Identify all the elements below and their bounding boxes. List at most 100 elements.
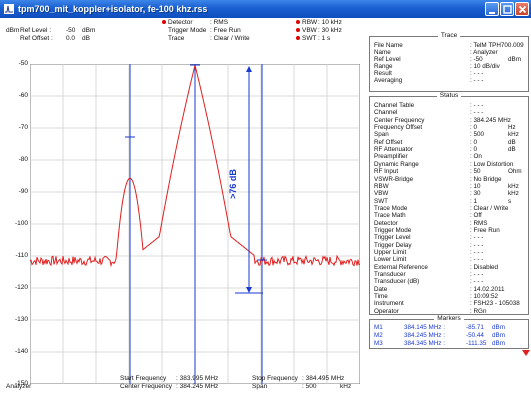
info-key: Transducer (dB)	[374, 278, 420, 286]
info-key: Date	[374, 285, 388, 293]
info-value: : 0	[470, 138, 478, 146]
info-value: : - - -	[470, 234, 484, 242]
dynamic-range-annotation: >76 dB	[228, 66, 263, 294]
info-key: Frequency Offset	[374, 124, 423, 132]
status-info-row: Trace Mode: Clear / Write	[374, 205, 526, 212]
swt-row: SWT	[296, 35, 316, 43]
minimize-icon[interactable]	[485, 2, 499, 16]
vbw-indicator-icon	[296, 28, 300, 32]
info-key: Result	[374, 70, 392, 77]
trace-info-row: Averaging: - - -	[374, 77, 526, 84]
vbw-value: : 30 kHz	[318, 27, 342, 34]
detector-indicator-icon	[162, 20, 166, 24]
marker-frequency: 384.245 MHz :	[404, 332, 445, 339]
info-key: Dynamic Range	[374, 160, 419, 168]
info-unit: dB	[508, 138, 516, 146]
status-info-row: Time: 10:09:52	[374, 293, 526, 300]
vbw-row: VBW	[296, 27, 317, 35]
info-key: Name	[374, 49, 391, 56]
y-tick-label: -150	[14, 380, 28, 387]
status-info-row: Trigger Level : - - -	[374, 234, 526, 241]
info-value: : RGn	[470, 307, 487, 315]
status-info-row: Trace Math: Off	[374, 212, 526, 219]
trace-info-row: Result: - - -	[374, 70, 526, 77]
info-value: : 10	[470, 182, 481, 190]
info-value: : 50	[470, 168, 481, 176]
status-info-row: Dynamic Range: Low Distortion	[374, 161, 526, 168]
mode-label: Analyzer	[6, 383, 32, 390]
swt-value: : 1 s	[318, 35, 331, 42]
info-unit: Hz	[508, 124, 516, 132]
info-key: Lower Limit	[374, 256, 407, 264]
y-tick-label: -110	[15, 252, 28, 259]
info-value: : - - -	[470, 271, 484, 279]
info-key: Transducer	[374, 271, 406, 279]
info-value: : 500	[470, 131, 485, 139]
spectrum-plot[interactable]: M1 M2 M3 >76 dB	[30, 64, 360, 384]
unit-label: dBm	[6, 27, 20, 34]
spectrum-icon	[4, 4, 14, 14]
info-key: Trigger Delay	[374, 241, 412, 249]
marker-lines	[129, 64, 263, 384]
swt-label: SWT	[302, 35, 317, 42]
scroll-down-icon[interactable]	[522, 350, 530, 356]
ref-level: Ref Level :	[20, 27, 51, 35]
y-tick-label: -60	[18, 92, 28, 99]
marker-row[interactable]: M3 384.345 MHz : -111.35 dBm	[370, 340, 530, 348]
status-info-row: Center Frequency: 384.245 MHz	[374, 117, 526, 124]
info-key: VBW	[374, 190, 389, 198]
status-info-row: Channel Table: - - -	[374, 102, 526, 109]
ref-offset-label: Ref Offset :	[20, 35, 53, 42]
info-key: Operator	[374, 307, 399, 315]
info-key: Preamplifier	[374, 153, 408, 161]
info-key: Trigger Mode	[374, 226, 412, 234]
center-frequency-value: : 384.245 MHz	[176, 383, 219, 390]
status-info-row: Operator : RGn	[374, 308, 526, 315]
info-key: Instrument	[374, 300, 404, 308]
info-unit: s	[508, 197, 512, 205]
info-value: : - - -	[470, 241, 484, 249]
range-arrow-down-icon	[246, 287, 252, 293]
rbw-label: RBW	[302, 19, 318, 26]
info-key: RF Attenuator	[374, 146, 413, 154]
info-value: : 10 dB/div	[470, 63, 500, 70]
marker-row[interactable]: M2 384.245 MHz : -50.44 dBm	[370, 332, 530, 340]
swt-indicator-icon	[296, 36, 300, 40]
window-title: tpm700_mit_koppler+isolator, fe-100 khz.…	[18, 4, 208, 14]
info-value: : - - -	[470, 102, 484, 109]
marker-label-m1: M1	[126, 64, 136, 65]
info-value: : FSH23 - 105038	[470, 300, 520, 308]
detector-row: Detector	[162, 19, 193, 27]
info-value: : - - -	[470, 249, 484, 256]
marker-label-m3: M3	[258, 64, 268, 65]
info-key: File Name	[374, 42, 403, 49]
info-value: : - - -	[470, 256, 484, 264]
info-key: Averaging	[374, 77, 403, 84]
y-tick-label: -90	[18, 188, 28, 195]
info-key: RF Input	[374, 168, 399, 176]
trigger-value: : Free Run	[210, 27, 241, 34]
markers-section: Markers M1 384.145 MHz : -85.71 dBm M2 384.2…	[369, 315, 530, 349]
center-frequency-label: Center Frequency	[120, 383, 173, 390]
info-value: : On	[470, 153, 482, 161]
info-key: Trigger Level	[374, 234, 411, 242]
marker-amplitude: -50.44	[466, 332, 484, 339]
marker-row[interactable]: M1 384.145 MHz : -85.71 dBm	[370, 324, 530, 332]
vbw-label: VBW	[302, 27, 317, 34]
maximize-icon[interactable]	[500, 2, 514, 16]
status-info-row: Span: 500 kHz	[374, 131, 526, 138]
status-info-row: VBW: 30 kHz	[374, 190, 526, 197]
marker-name: M1	[374, 324, 383, 331]
close-icon[interactable]	[515, 2, 529, 16]
trace-section-title: Trace	[437, 32, 461, 39]
marker-name: M2	[374, 332, 383, 339]
status-info-row: Detector: RMS	[374, 220, 526, 227]
span-unit: kHz	[340, 383, 352, 390]
rbw-row: RBW	[296, 19, 317, 27]
trace-info-row: Ref Level: -50 dBm	[374, 56, 526, 63]
info-key: Upper Limit	[374, 249, 407, 256]
info-value: : Analyzer	[470, 49, 498, 56]
info-unit: kHz	[508, 190, 519, 198]
info-panel: Trace File Name: TelM TPH700.009 Name: A…	[368, 32, 530, 370]
info-key: Trace Mode	[374, 204, 408, 212]
